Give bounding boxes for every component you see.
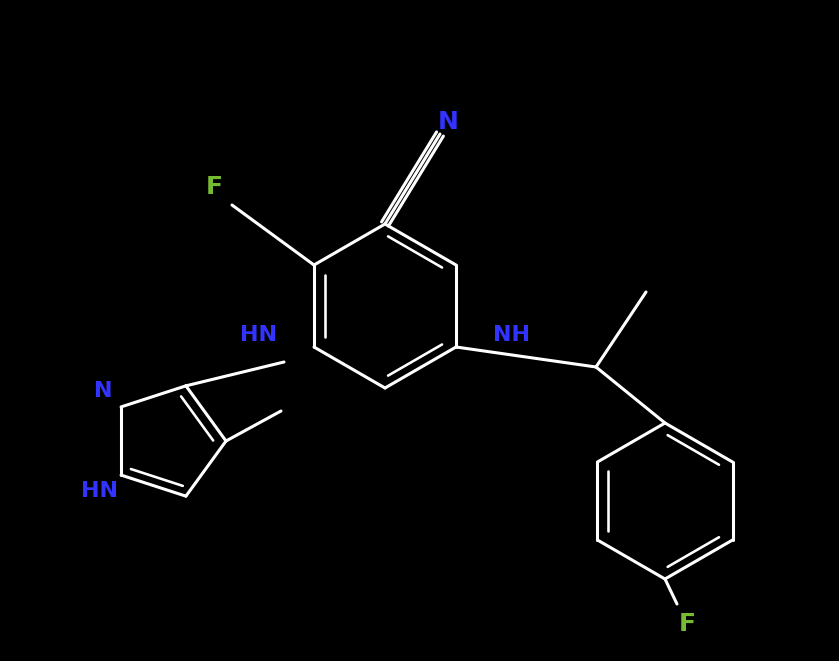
- Text: NH: NH: [492, 325, 529, 345]
- Text: F: F: [206, 175, 222, 199]
- Text: F: F: [679, 612, 696, 636]
- Text: HN: HN: [81, 481, 117, 501]
- Text: N: N: [438, 110, 458, 134]
- Text: HN: HN: [241, 325, 278, 345]
- Text: N: N: [94, 381, 112, 401]
